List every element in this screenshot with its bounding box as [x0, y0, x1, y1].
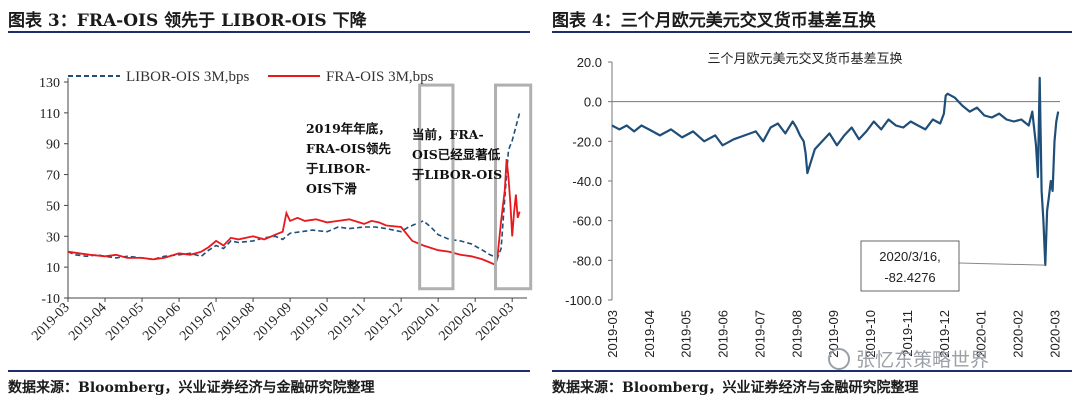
y-tick-label: 130 — [39, 76, 60, 91]
annotation-line: 于LIBOR-OIS — [412, 167, 502, 182]
highlight-box-2 — [494, 83, 533, 291]
x-tick-label: 2019-10 — [863, 310, 878, 358]
y-tick-label: 10 — [46, 261, 60, 276]
y-tick-label: 70 — [46, 169, 60, 184]
x-tick-label: 2019-03 — [605, 310, 620, 358]
right-source-rule — [552, 370, 1072, 372]
basis-series-line — [611, 76, 1060, 267]
callout-text: -82.4276 — [884, 270, 935, 285]
watermark: 张忆东策略世界 — [828, 345, 989, 372]
annotation-line: OIS已经显著低 — [412, 147, 501, 162]
left-source-note: 数据来源：Bloomberg，兴业证券经济与金融研究院整理 — [8, 380, 375, 396]
x-tick-label: 2019-04 — [642, 310, 657, 358]
euro-usd-basis-chart: 三个月欧元美元交叉货币基差互换 -100.0 -80.0 -60.0 -40.0 -20.… — [565, 51, 1062, 358]
right-title-rule — [552, 31, 1072, 33]
annotation-line: FRA-OIS领先 — [306, 141, 391, 156]
y-tick-label: -40.0 — [572, 174, 602, 189]
x-tick-label: 2019-11 — [900, 310, 915, 357]
annotation-line: OIS下滑 — [306, 181, 357, 196]
right-source-note: 数据来源：Bloomberg，兴业证券经济与金融研究院整理 — [552, 380, 919, 396]
annotation-line: 2019年年底， — [306, 121, 391, 136]
y-tick-label: 110 — [40, 107, 60, 122]
y-tick-label: 90 — [46, 138, 60, 153]
y-tick-label: 0.0 — [584, 95, 602, 110]
y-tick-label: -80.0 — [572, 253, 602, 268]
y-tick-label: -10 — [41, 292, 60, 307]
y-tick-label: 30 — [46, 230, 60, 245]
y-tick-label: -20.0 — [572, 134, 602, 149]
x-tick-label: 2020-01 — [974, 310, 989, 358]
annotation-line: 于LIBOR- — [306, 161, 370, 176]
wechat-icon — [828, 348, 850, 370]
left-figure-title: 图表 3：FRA-OIS 领先于 LIBOR-OIS 下降 — [8, 11, 367, 31]
right-chart-inner-title: 三个月欧元美元交叉货币基差互换 — [707, 51, 902, 66]
x-tick-label: 2019-08 — [789, 310, 804, 358]
y-tick-label: 50 — [46, 199, 60, 214]
left-title-rule — [8, 31, 530, 33]
watermark-text: 张忆东策略世界 — [856, 349, 990, 371]
x-tick-label: 2019-05 — [679, 310, 694, 358]
x-tick-label: 2019-09 — [826, 310, 841, 358]
legend-label: FRA-OIS 3M,bps — [326, 69, 434, 85]
fra-ois-series-line — [67, 159, 521, 265]
callout-leader — [958, 262, 1046, 266]
highlight-box-1 — [418, 83, 455, 291]
x-tick-label: 2020-03 — [1047, 310, 1062, 358]
left-source-rule — [8, 370, 530, 372]
x-tick-label: 2020-02 — [1011, 310, 1026, 358]
x-tick-label: 2019-07 — [752, 310, 767, 358]
callout-text: 2020/3/16, — [879, 249, 940, 264]
y-tick-label: -60.0 — [572, 214, 602, 229]
right-figure-title: 图表 4：三个月欧元美元交叉货币基差互换 — [552, 11, 876, 31]
libor-fra-ois-chart: -1010305070901101302019-032019-042019-05… — [29, 69, 533, 344]
x-tick-label: 2019-12 — [937, 310, 952, 358]
legend-label: LIBOR-OIS 3M,bps — [126, 69, 250, 85]
annotation-line: 当前，FRA- — [412, 127, 484, 142]
x-tick-label: 2019-06 — [716, 310, 731, 358]
y-tick-label: 20.0 — [577, 55, 602, 70]
callout-box — [860, 240, 960, 292]
y-tick-label: -100.0 — [565, 293, 602, 308]
